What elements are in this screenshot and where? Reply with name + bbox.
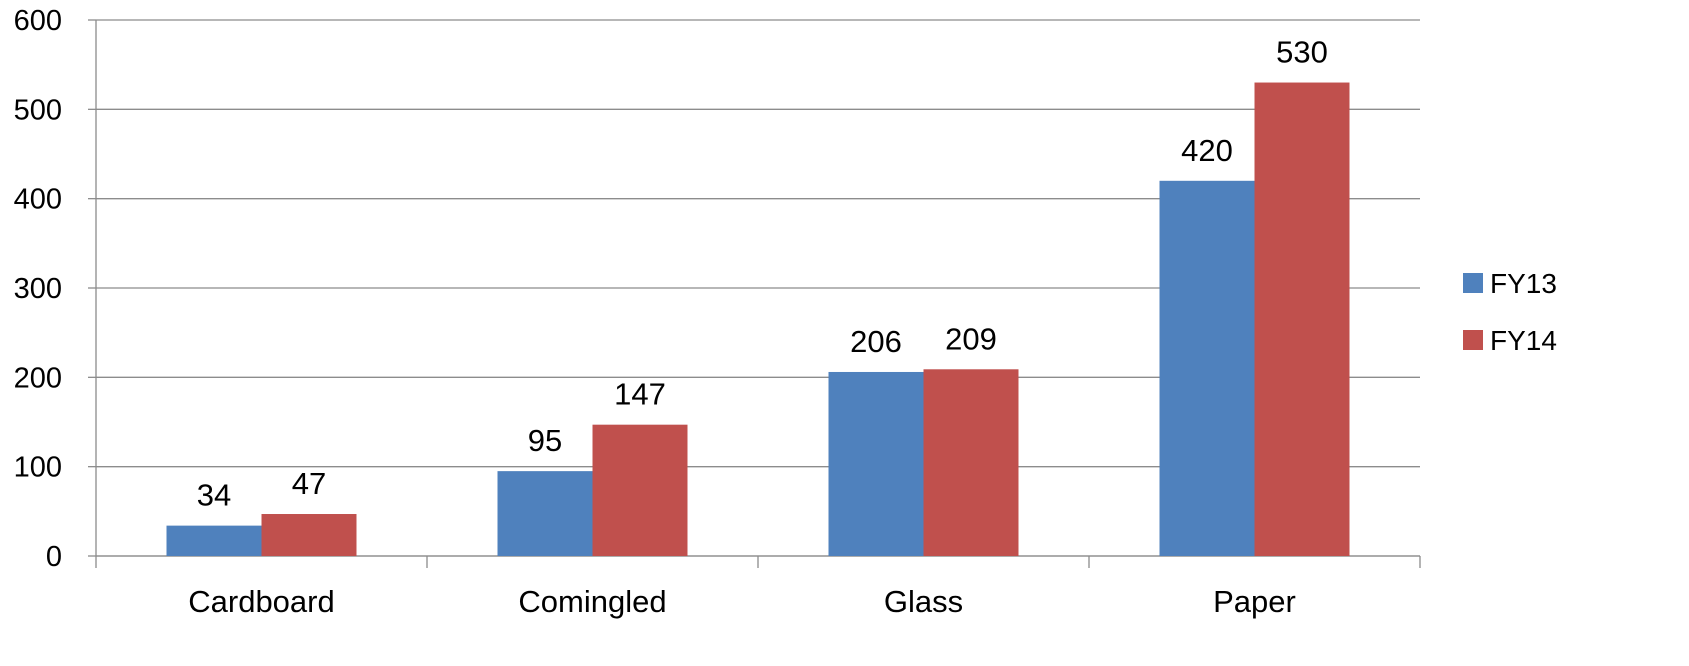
legend: FY13 FY14 [1463, 268, 1557, 356]
data-label: 420 [1181, 133, 1233, 168]
data-label: 147 [614, 377, 666, 412]
bar-fy14-cardboard [261, 514, 357, 556]
data-label: 34 [197, 478, 231, 513]
bar-fy13-glass [828, 371, 924, 556]
y-tick-label: 600 [14, 5, 62, 37]
bar-fy13-cardboard [166, 525, 262, 556]
data-label: 47 [292, 466, 326, 501]
y-tick-label: 0 [46, 541, 62, 573]
data-labels: 34 95 206 420 47 147 209 530 [197, 35, 1328, 513]
bar-fy14-glass [923, 369, 1019, 556]
legend-label-fy13: FY13 [1490, 268, 1557, 299]
axes: 0 100 200 300 400 500 600 Cardboard Comingled Gla… [14, 5, 1421, 619]
bar-fy13-paper [1159, 180, 1255, 557]
y-tick-label: 500 [14, 94, 62, 126]
x-tick-label: Glass [884, 584, 963, 619]
legend-label-fy14: FY14 [1490, 325, 1557, 356]
data-label: 206 [850, 324, 902, 359]
x-tick-label: Comingled [518, 584, 666, 619]
legend-swatch-fy13 [1463, 273, 1483, 293]
x-tick-label: Cardboard [188, 584, 334, 619]
y-tick-label: 400 [14, 184, 62, 216]
bar-fy13-comingled [497, 471, 593, 556]
y-tick-label: 100 [14, 452, 62, 484]
bar-fy14-comingled [592, 424, 688, 556]
data-label: 530 [1276, 35, 1328, 70]
y-tick-label: 200 [14, 362, 62, 394]
data-label: 209 [945, 321, 997, 356]
y-tick-label: 300 [14, 273, 62, 305]
gridlines [96, 19, 1420, 557]
data-label: 95 [528, 423, 562, 458]
legend-swatch-fy14 [1463, 330, 1483, 350]
x-tick-label: Paper [1213, 584, 1296, 619]
bar-fy14-paper [1254, 82, 1350, 557]
bars [166, 82, 1350, 557]
